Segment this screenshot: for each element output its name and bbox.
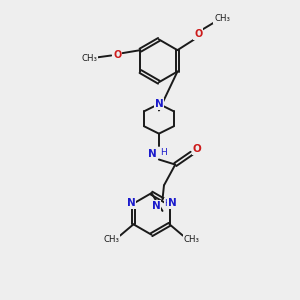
Text: CH₃: CH₃ <box>81 54 97 63</box>
Text: H: H <box>160 148 167 157</box>
Text: CH₃: CH₃ <box>104 235 120 244</box>
Text: CH₃: CH₃ <box>214 14 230 23</box>
Text: O: O <box>113 50 121 60</box>
Text: N: N <box>127 199 136 208</box>
Text: O: O <box>193 144 201 154</box>
Text: N: N <box>167 199 176 208</box>
Text: CH₃: CH₃ <box>183 235 199 244</box>
Text: N: N <box>154 99 163 109</box>
Text: O: O <box>194 29 202 39</box>
Text: N: N <box>152 201 160 211</box>
Text: H: H <box>164 199 171 208</box>
Text: N: N <box>148 148 157 159</box>
